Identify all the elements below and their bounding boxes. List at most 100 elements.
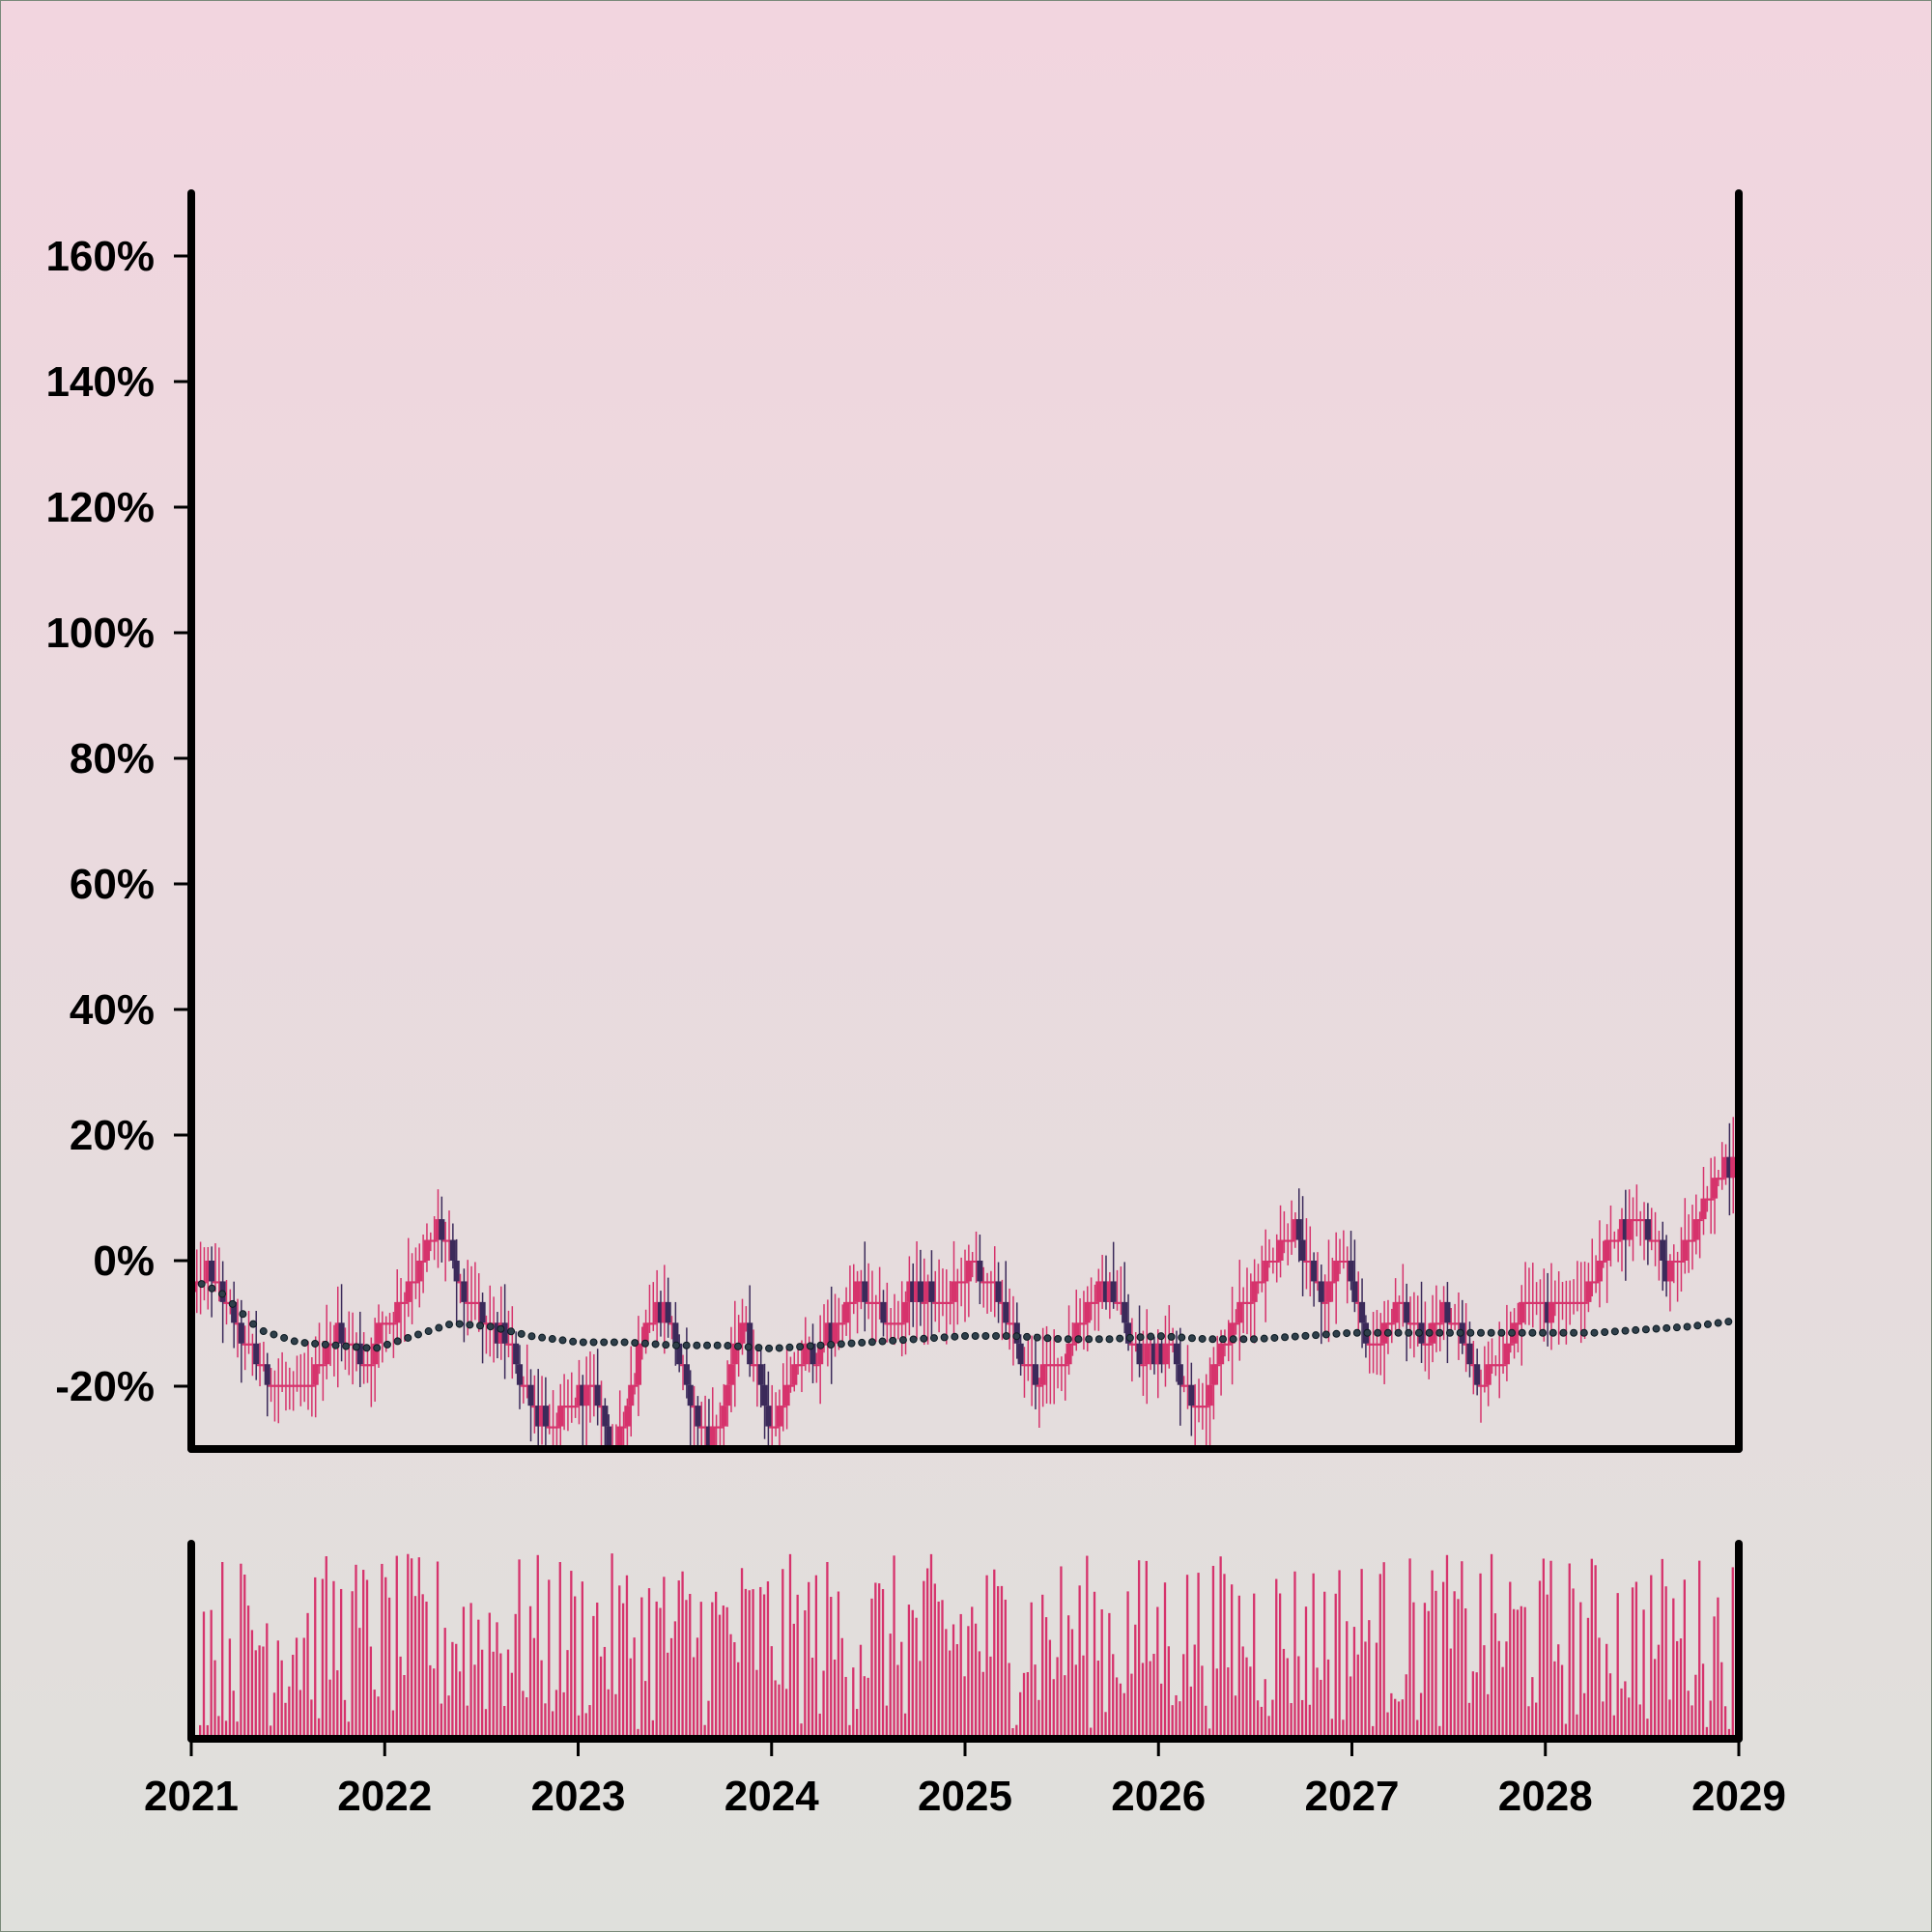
volume-bar: [1560, 1664, 1564, 1739]
candle-body: [836, 1322, 842, 1325]
candle-body: [1537, 1301, 1544, 1304]
volume-bar: [655, 1601, 658, 1739]
volume-bar: [1300, 1699, 1304, 1739]
volume-bar: [929, 1553, 933, 1739]
volume-bar: [425, 1601, 428, 1739]
candle-body: [1522, 1301, 1529, 1304]
moving-average-point: [951, 1332, 959, 1341]
candle-body: [1092, 1301, 1098, 1304]
candle-body: [750, 1364, 757, 1367]
candle-body: [1466, 1343, 1473, 1365]
candle-body: [1692, 1219, 1699, 1240]
candle-body: [286, 1384, 293, 1387]
candle-body: [320, 1364, 327, 1367]
volume-bar: [1646, 1719, 1649, 1739]
volume-bar: [1330, 1719, 1334, 1739]
volume-bar: [1717, 1597, 1719, 1739]
volume-bar: [611, 1553, 613, 1739]
moving-average-point: [1198, 1334, 1207, 1343]
volume-bar: [996, 1585, 1000, 1739]
volume-bar: [1278, 1593, 1282, 1739]
volume-bar: [1293, 1571, 1296, 1739]
candle-body: [1682, 1239, 1689, 1261]
moving-average-point: [497, 1324, 505, 1333]
volume-bar: [1356, 1654, 1359, 1739]
volume-bar: [336, 1670, 339, 1739]
candle-body: [531, 1406, 538, 1408]
candle-body: [1644, 1219, 1651, 1240]
candle-body: [991, 1281, 998, 1284]
volume-bar: [1512, 1608, 1516, 1739]
volume-bar: [240, 1563, 242, 1739]
volume-bar: [1163, 1582, 1167, 1739]
y-tick-label: 140%: [45, 358, 155, 406]
candle-body: [1295, 1219, 1302, 1240]
candle-body: [416, 1261, 423, 1282]
volume-bar: [1527, 1706, 1530, 1739]
volume-bar: [640, 1597, 643, 1739]
candle-body: [1626, 1219, 1633, 1240]
volume-bar: [796, 1594, 799, 1739]
candle-body: [1533, 1301, 1540, 1304]
volume-bar: [740, 1568, 744, 1739]
volume-bar: [1034, 1664, 1037, 1739]
volume-bar: [1509, 1581, 1512, 1739]
moving-average-point: [527, 1332, 536, 1341]
candle-body: [1652, 1239, 1659, 1242]
candle-body: [753, 1364, 760, 1367]
volume-bar: [1130, 1673, 1133, 1739]
volume-bar: [959, 1613, 962, 1739]
volume-bar: [272, 1692, 276, 1739]
candle-body: [1003, 1301, 1009, 1323]
volume-bar: [1664, 1586, 1667, 1739]
moving-average-point: [1394, 1328, 1403, 1337]
candle-body: [290, 1384, 297, 1387]
candle-body: [209, 1261, 215, 1282]
volume-bar: [1501, 1666, 1504, 1739]
candle-body: [1384, 1322, 1392, 1325]
moving-average-point: [662, 1341, 670, 1350]
volume-bar: [903, 1713, 907, 1739]
candle-body: [546, 1426, 553, 1429]
candle-body: [602, 1406, 609, 1427]
candle-body: [969, 1261, 976, 1263]
candle-body: [1311, 1261, 1318, 1282]
moving-average-point: [796, 1343, 805, 1351]
volume-bar: [506, 1649, 510, 1739]
candle-body: [242, 1343, 248, 1346]
volume-bar: [863, 1676, 866, 1739]
candle-body: [1340, 1261, 1347, 1263]
moving-average-point: [466, 1321, 474, 1329]
candle-body: [842, 1301, 850, 1323]
volume-bar: [551, 1711, 554, 1739]
candle-body: [810, 1343, 816, 1365]
candle-body: [1615, 1239, 1622, 1242]
moving-average-point: [1312, 1331, 1321, 1340]
moving-average-point: [971, 1332, 980, 1340]
volume-bar: [778, 1684, 781, 1739]
volume-bar: [1208, 1728, 1211, 1739]
candle-body: [891, 1322, 898, 1325]
candle-body: [1325, 1281, 1332, 1302]
moving-average-point: [1703, 1320, 1712, 1328]
candle-body: [282, 1384, 290, 1387]
volume-bar: [1205, 1705, 1208, 1739]
volume-bar: [1104, 1712, 1107, 1739]
moving-average-point: [342, 1342, 351, 1350]
moving-average-point: [744, 1343, 753, 1351]
candle-body: [1607, 1239, 1614, 1242]
candle-body: [1358, 1301, 1366, 1323]
volume-bar: [496, 1622, 498, 1739]
candle-body: [1265, 1261, 1273, 1263]
candle-body: [1251, 1281, 1258, 1302]
candle-body: [513, 1343, 520, 1365]
candle-body: [1039, 1364, 1046, 1385]
candle-body: [327, 1343, 334, 1346]
candle-body: [958, 1281, 965, 1284]
volume-bar: [1342, 1719, 1345, 1739]
candle-body: [583, 1384, 590, 1406]
moving-average-point: [1136, 1333, 1145, 1342]
candle-body: [924, 1281, 931, 1302]
candle-body: [1333, 1261, 1340, 1282]
y-tick-label: -20%: [55, 1363, 155, 1410]
